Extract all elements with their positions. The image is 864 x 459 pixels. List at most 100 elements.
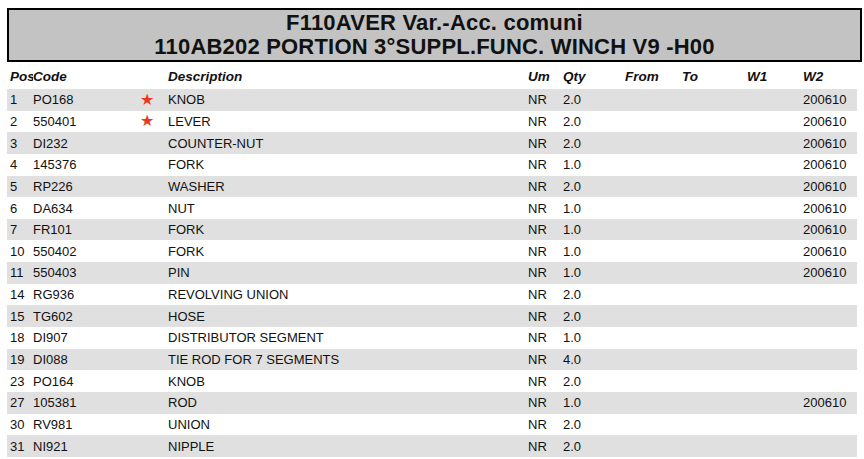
cell-um: NR (528, 417, 563, 432)
cell-qty: 2.0 (563, 114, 625, 129)
cell-qty: 2.0 (563, 439, 625, 454)
cell-pos: 1 (10, 92, 33, 107)
column-header-um: Um (528, 69, 563, 84)
cell-w2: 200610 (803, 395, 857, 410)
cell-qty: 1.0 (563, 265, 625, 280)
cell-qty: 1.0 (563, 157, 625, 172)
cell-um: NR (528, 92, 563, 107)
cell-qty: 1.0 (563, 244, 625, 259)
cell-w2: 200610 (803, 179, 857, 194)
cell-qty: 2.0 (563, 374, 625, 389)
cell-description: REVOLVING UNION (168, 287, 528, 302)
cell-w2: 200610 (803, 265, 857, 280)
cell-qty: 2.0 (563, 92, 625, 107)
cell-um: NR (528, 265, 563, 280)
cell-um: NR (528, 244, 563, 259)
cell-description: FORK (168, 244, 528, 259)
cell-pos: 19 (10, 352, 33, 367)
cell-code: 145376 (33, 157, 138, 172)
cell-um: NR (528, 395, 563, 410)
cell-w2: 200610 (803, 222, 857, 237)
cell-pos: 23 (10, 374, 33, 389)
cell-code: 550401 (33, 114, 138, 129)
column-header-to: To (682, 69, 747, 84)
cell-description: UNION (168, 417, 528, 432)
table-row: 31 NI921 NIPPLE NR 2.0 (7, 435, 857, 457)
cell-pos: 3 (10, 136, 33, 151)
cell-code: 550403 (33, 265, 138, 280)
document-title-line1: F110AVER Var.-Acc. comuni (9, 11, 860, 35)
cell-qty: 2.0 (563, 417, 625, 432)
document-title-line2: 110AB202 PORTION 3°SUPPL.FUNC. WINCH V9 … (9, 35, 860, 59)
cell-description: COUNTER-NUT (168, 136, 528, 151)
document-title-box: F110AVER Var.-Acc. comuni 110AB202 PORTI… (7, 8, 862, 62)
cell-description: PIN (168, 265, 528, 280)
cell-um: NR (528, 374, 563, 389)
cell-description: NUT (168, 201, 528, 216)
cell-w2: 200610 (803, 201, 857, 216)
cell-code: NI921 (33, 439, 138, 454)
cell-qty: 2.0 (563, 287, 625, 302)
cell-description: FORK (168, 222, 528, 237)
star-icon: ★ (138, 113, 168, 129)
cell-code: PO164 (33, 374, 138, 389)
cell-um: NR (528, 352, 563, 367)
cell-qty: 1.0 (563, 201, 625, 216)
cell-w2: 200610 (803, 157, 857, 172)
cell-code: 105381 (33, 395, 138, 410)
cell-code: PO168 (33, 92, 138, 107)
cell-description: LEVER (168, 114, 528, 129)
table-row: 19 DI088 TIE ROD FOR 7 SEGMENTS NR 4.0 (7, 349, 857, 371)
cell-code: DI907 (33, 330, 138, 345)
table-row: 1 PO168 ★ KNOB NR 2.0 200610 (7, 89, 857, 111)
column-header-w2: W2 (803, 69, 857, 84)
cell-pos: 7 (10, 222, 33, 237)
cell-qty: 1.0 (563, 330, 625, 345)
column-header-from: From (625, 69, 682, 84)
cell-um: NR (528, 179, 563, 194)
table-row: 3 DI232 COUNTER-NUT NR 2.0 200610 (7, 132, 857, 154)
cell-code: RG936 (33, 287, 138, 302)
cell-um: NR (528, 287, 563, 302)
table-body: 1 PO168 ★ KNOB NR 2.0 200610 2 550401 ★ … (7, 89, 857, 457)
cell-w2: 200610 (803, 92, 857, 107)
cell-w2: 200610 (803, 244, 857, 259)
table-header-row: Pos Code Description Um Qty From To W1 W… (7, 62, 857, 89)
cell-pos: 15 (10, 309, 33, 324)
table-row: 23 PO164 KNOB NR 2.0 (7, 370, 857, 392)
cell-pos: 18 (10, 330, 33, 345)
cell-um: NR (528, 157, 563, 172)
cell-pos: 2 (10, 114, 33, 129)
column-header-code: Code (33, 69, 138, 84)
cell-qty: 2.0 (563, 179, 625, 194)
table-row: 11 550403 PIN NR 1.0 200610 (7, 262, 857, 284)
cell-description: ROD (168, 395, 528, 410)
table-row: 30 RV981 UNION NR 2.0 (7, 414, 857, 436)
cell-pos: 27 (10, 395, 33, 410)
cell-pos: 31 (10, 439, 33, 454)
cell-description: WASHER (168, 179, 528, 194)
cell-pos: 14 (10, 287, 33, 302)
cell-code: RP226 (33, 179, 138, 194)
cell-w2: 200610 (803, 136, 857, 151)
cell-description: KNOB (168, 92, 528, 107)
cell-description: HOSE (168, 309, 528, 324)
cell-pos: 30 (10, 417, 33, 432)
table-row: 14 RG936 REVOLVING UNION NR 2.0 (7, 284, 857, 306)
table-row: 5 RP226 WASHER NR 2.0 200610 (7, 176, 857, 198)
column-header-qty: Qty (563, 69, 625, 84)
cell-code: RV981 (33, 417, 138, 432)
column-header-description: Description (168, 69, 528, 84)
cell-w2: 200610 (803, 114, 857, 129)
cell-pos: 6 (10, 201, 33, 216)
cell-code: DI232 (33, 136, 138, 151)
cell-code: 550402 (33, 244, 138, 259)
cell-description: DISTRIBUTOR SEGMENT (168, 330, 528, 345)
cell-code: DI088 (33, 352, 138, 367)
cell-um: NR (528, 136, 563, 151)
cell-qty: 2.0 (563, 136, 625, 151)
cell-code: DA634 (33, 201, 138, 216)
cell-description: TIE ROD FOR 7 SEGMENTS (168, 352, 528, 367)
table-row: 27 105381 ROD NR 1.0 200610 (7, 392, 857, 414)
table-row: 15 TG602 HOSE NR 2.0 (7, 305, 857, 327)
